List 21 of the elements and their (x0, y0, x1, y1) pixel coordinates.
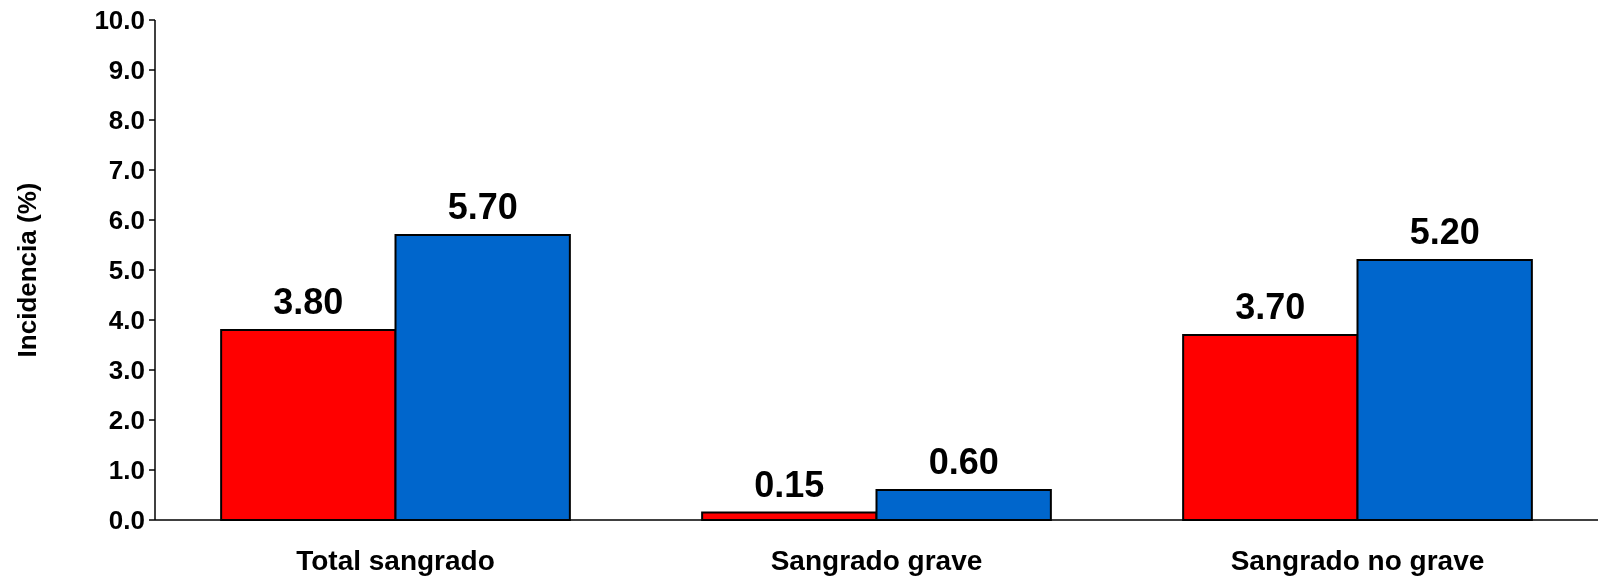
data-label: 5.70 (447, 186, 518, 227)
data-label: 5.20 (1409, 211, 1480, 252)
x-tick-label: Sangrado grave (770, 545, 983, 576)
y-tick-label: 2.0 (108, 405, 145, 436)
y-tick-label: 0.0 (108, 505, 145, 536)
y-tick-label: 4.0 (108, 305, 145, 336)
y-tick-label: 1.0 (108, 455, 145, 486)
y-tick-label: 9.0 (108, 55, 145, 86)
data-label: 0.15 (754, 463, 825, 505)
data-label: 3.80 (273, 281, 344, 322)
y-tick-label: 5.0 (108, 255, 145, 286)
data-label: 3.70 (1235, 286, 1306, 327)
y-tick-label: 8.0 (108, 105, 145, 136)
y-tick-label: 6.0 (108, 205, 145, 236)
y-tick-label: 7.0 (108, 155, 145, 186)
y-tick-label: 10.0 (94, 5, 145, 36)
y-tick-label: 3.0 (108, 355, 145, 386)
x-tick-label: Sangrado no grave (1230, 545, 1485, 576)
x-tick-label: Total sangrado (296, 545, 495, 576)
y-axis-title: Incidencia (%) (12, 182, 42, 358)
data-label: 0.60 (928, 441, 999, 482)
